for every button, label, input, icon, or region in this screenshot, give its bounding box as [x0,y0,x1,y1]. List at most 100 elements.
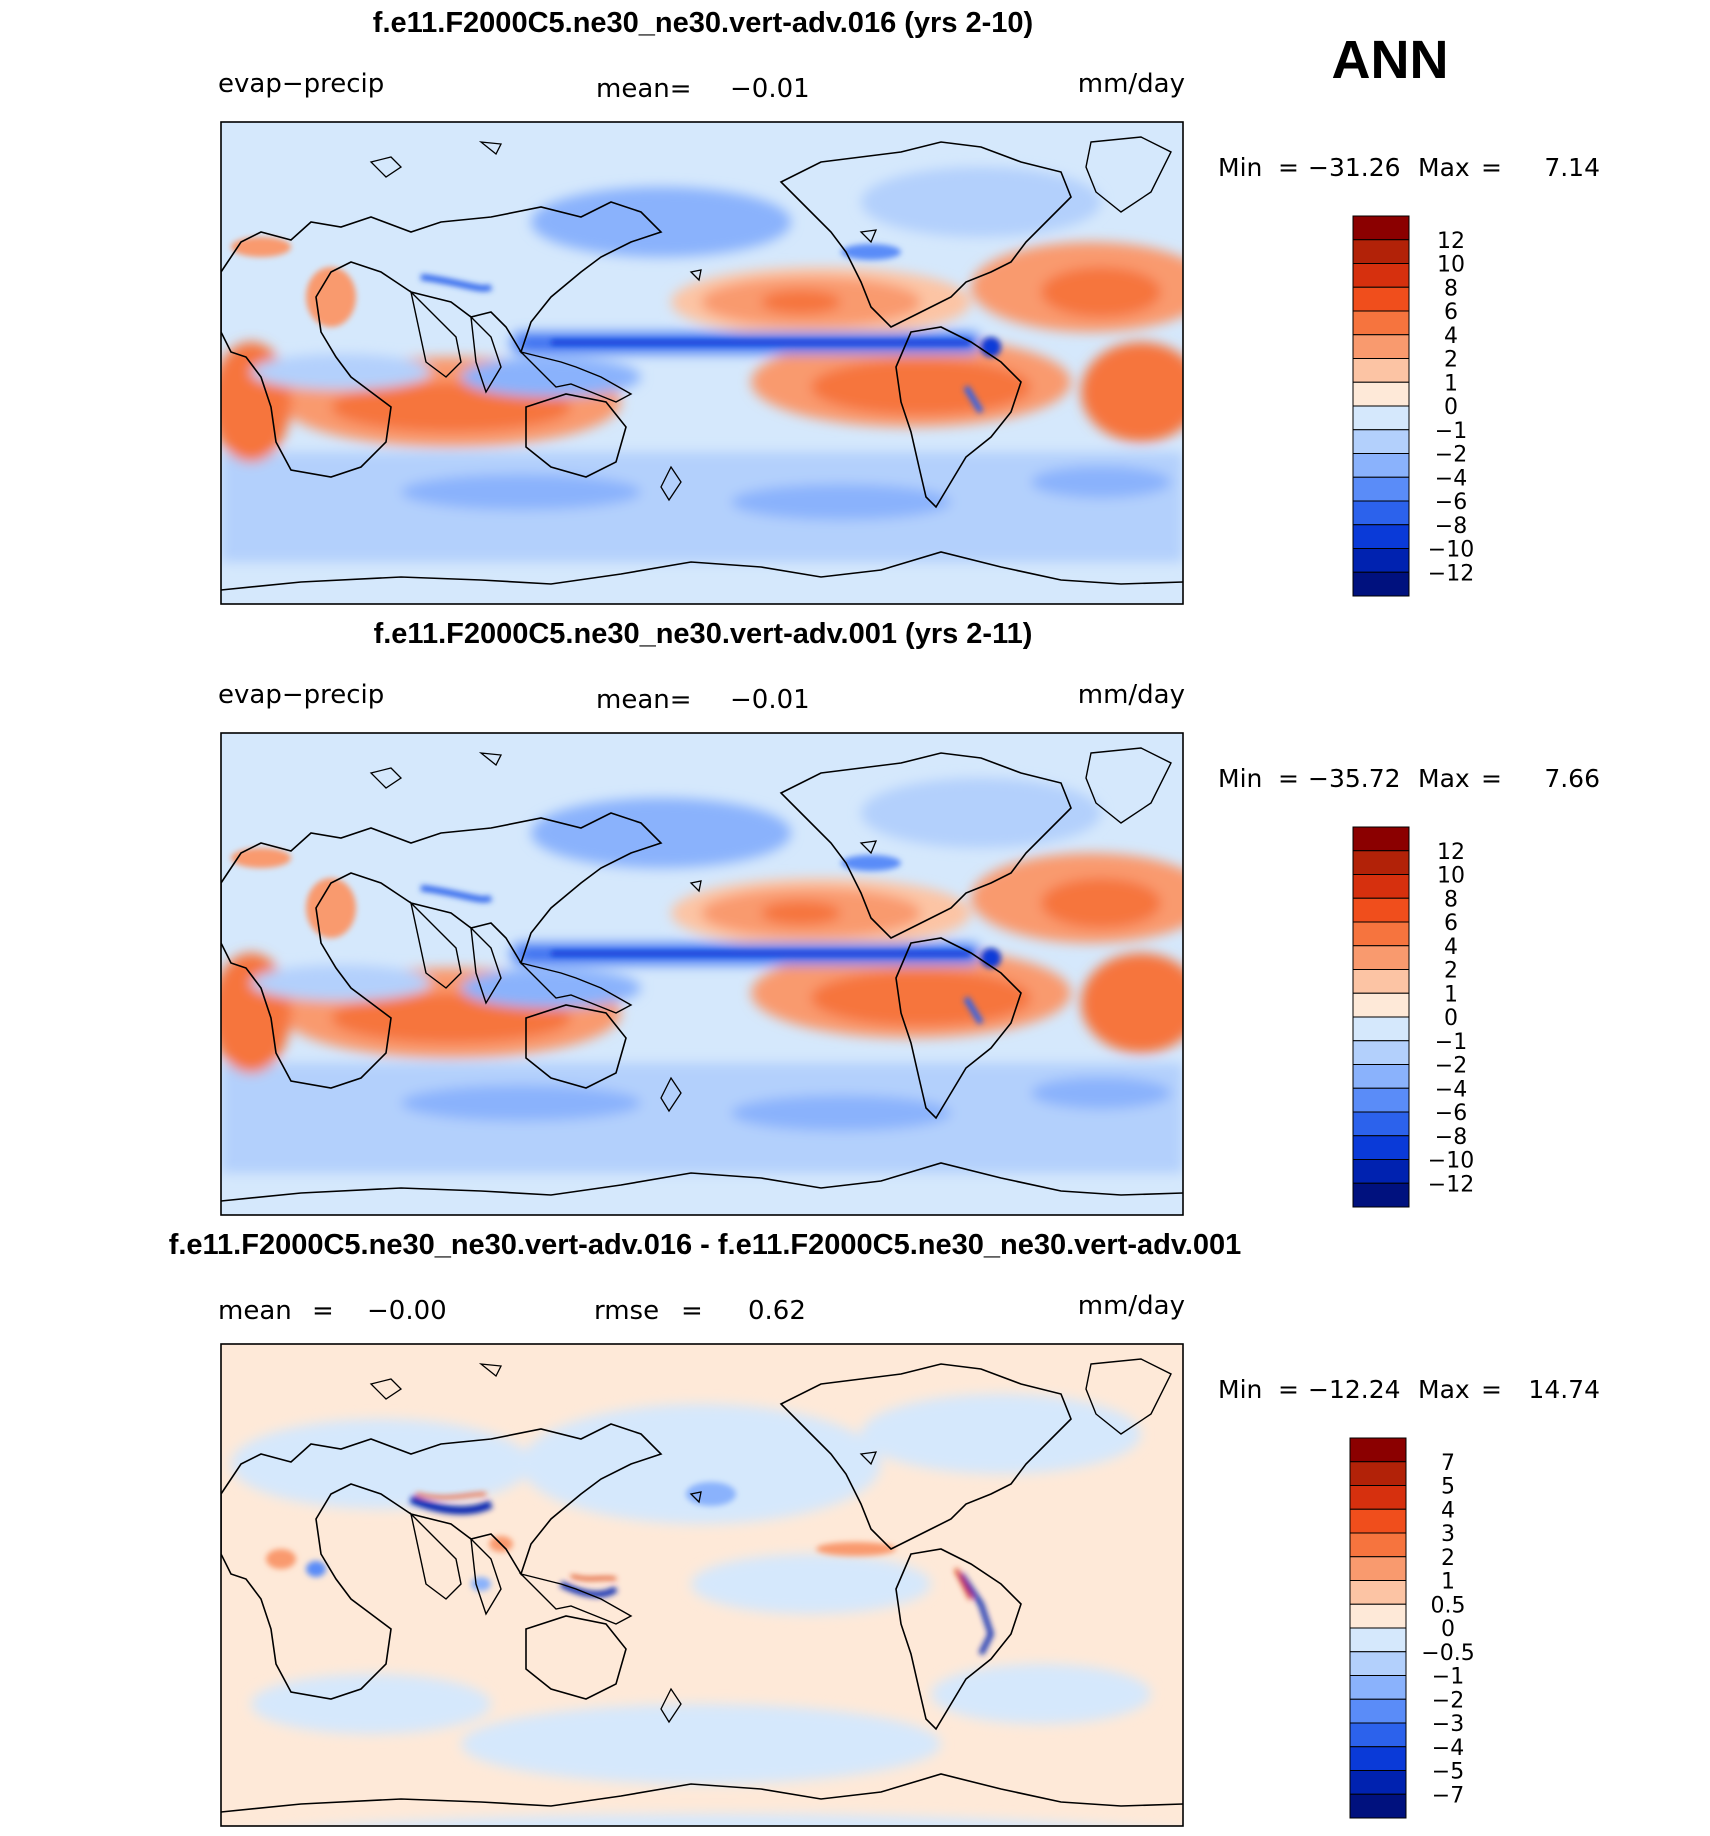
colorbar-tick-label: −10 [1428,1149,1474,1174]
colorbar-tick-label: −1 [1435,419,1467,444]
colorbar-tick-label: 0.5 [1431,1593,1466,1618]
max-equals: = [1481,1375,1502,1404]
max-label: Max [1418,764,1470,793]
colorbar-tick-label: −4 [1435,1077,1467,1102]
colorbar-tick-label: −2 [1435,1054,1467,1079]
min-value: −12.24 [1308,1375,1401,1404]
colorbar-swatch [1352,1135,1410,1160]
colorbar-tick-label: 0 [1444,395,1458,420]
colorbar-swatch [1352,992,1410,1018]
contour-field [211,122,1211,604]
mean-value: −0.01 [730,74,810,104]
colorbar-swatch [1349,1437,1407,1463]
colorbar-tick-label: −12 [1428,1172,1474,1197]
colorbar-swatch [1349,1485,1407,1510]
colorbar-swatch [1349,1580,1407,1605]
rmse-label: rmse [594,1296,659,1326]
mean-label: mean= [596,74,692,104]
colorbar-tick-label: 1 [1444,371,1458,396]
colorbar-swatch [1349,1793,1407,1819]
mean-value: −0.01 [730,685,810,715]
colorbar-swatch [1352,500,1410,526]
mean-label: mean= [596,685,692,715]
colorbar-tick-label: −8 [1435,1125,1467,1150]
colorbar-tick-label: 12 [1437,840,1465,865]
colorbar-tick-label: −3 [1432,1712,1464,1737]
colorbar-swatch [1349,1722,1407,1748]
colorbar-swatch [1349,1508,1407,1534]
colorbar-tick-label: 2 [1444,959,1458,984]
colorbar-swatch [1352,239,1410,264]
panel-title: f.e11.F2000C5.ne30_ne30.vert-adv.016 - f… [169,1229,1242,1261]
colorbar-tick-label: 8 [1444,887,1458,912]
colorbar-swatch [1352,215,1410,241]
colorbar-swatch [1352,1159,1410,1184]
colorbar-swatch [1349,1651,1407,1676]
colorbar-swatch [1352,969,1410,994]
min-equals: = [1278,764,1299,793]
colorbar-swatch [1352,945,1410,970]
colorbar-tick-label: 0 [1441,1617,1455,1642]
colorbar-swatch [1349,1627,1407,1653]
max-label: Max [1418,153,1470,182]
colorbar-swatch [1349,1556,1407,1581]
colorbar-swatch [1352,381,1410,407]
colorbar-swatch [1352,334,1410,359]
colorbar-swatch [1352,1016,1410,1042]
panel-title: f.e11.F2000C5.ne30_ne30.vert-adv.001 (yr… [374,618,1033,650]
colorbar-tick-label: 1 [1444,982,1458,1007]
colorbar-tick-label: 5 [1441,1475,1455,1500]
min-label: Min [1218,153,1262,182]
colorbar-tick-label: −4 [1432,1736,1464,1761]
colorbar-swatch [1352,921,1410,947]
colorbar-swatch [1349,1698,1407,1724]
map-frame [220,732,1184,1216]
colorbar-swatch [1349,1770,1407,1795]
map-field [211,122,1211,604]
colorbar-tick-label: 12 [1437,229,1465,254]
mean-label: mean [218,1296,292,1326]
max-value: 7.66 [1544,764,1600,793]
min-equals: = [1278,1375,1299,1404]
colorbar-tick-label: −10 [1428,538,1474,563]
colorbar-tick-label: 2 [1444,348,1458,373]
panel-2: f.e11.F2000C5.ne30_ne30.vert-adv.001 (yr… [211,618,1600,1216]
colorbar-swatch [1352,1111,1410,1137]
colorbar-tick-label: 8 [1444,276,1458,301]
colorbar-tick-label: 1 [1441,1570,1455,1595]
min-label: Min [1218,764,1262,793]
colorbar-swatch [1352,310,1410,336]
map-frame [220,1343,1184,1827]
max-value: 7.14 [1544,153,1600,182]
mean-value: −0.00 [367,1296,447,1326]
colorbar-tick-label: 3 [1441,1522,1455,1547]
colorbar-swatch [1352,476,1410,502]
max-equals: = [1481,764,1502,793]
panel-title: f.e11.F2000C5.ne30_ne30.vert-adv.016 (yr… [373,7,1033,39]
colorbar-swatch [1352,405,1410,431]
colorbar-swatch [1349,1675,1407,1700]
colorbar-swatch [1352,897,1410,923]
contour-field [211,733,1211,1215]
mean-equals: = [312,1296,334,1326]
max-label: Max [1418,1375,1470,1404]
map-field [221,1344,1183,1836]
colorbar-tick-label: −2 [1435,443,1467,468]
variable-label: evap−precip [218,69,384,99]
map-frame [220,121,1184,605]
season-label: ANN [1332,30,1449,90]
colorbar-swatch [1352,286,1410,312]
colorbar-swatch [1352,826,1410,852]
max-value: 14.74 [1528,1375,1600,1404]
colorbar-tick-label: −2 [1432,1688,1464,1713]
min-value: −35.72 [1308,764,1401,793]
max-equals: = [1481,153,1502,182]
colorbar-tick-label: −1 [1432,1665,1464,1690]
colorbar-swatch [1352,1040,1410,1065]
colorbar-tick-label: 4 [1441,1498,1455,1523]
colorbar-tick-label: −12 [1428,561,1474,586]
variable-label: evap−precip [218,680,384,710]
